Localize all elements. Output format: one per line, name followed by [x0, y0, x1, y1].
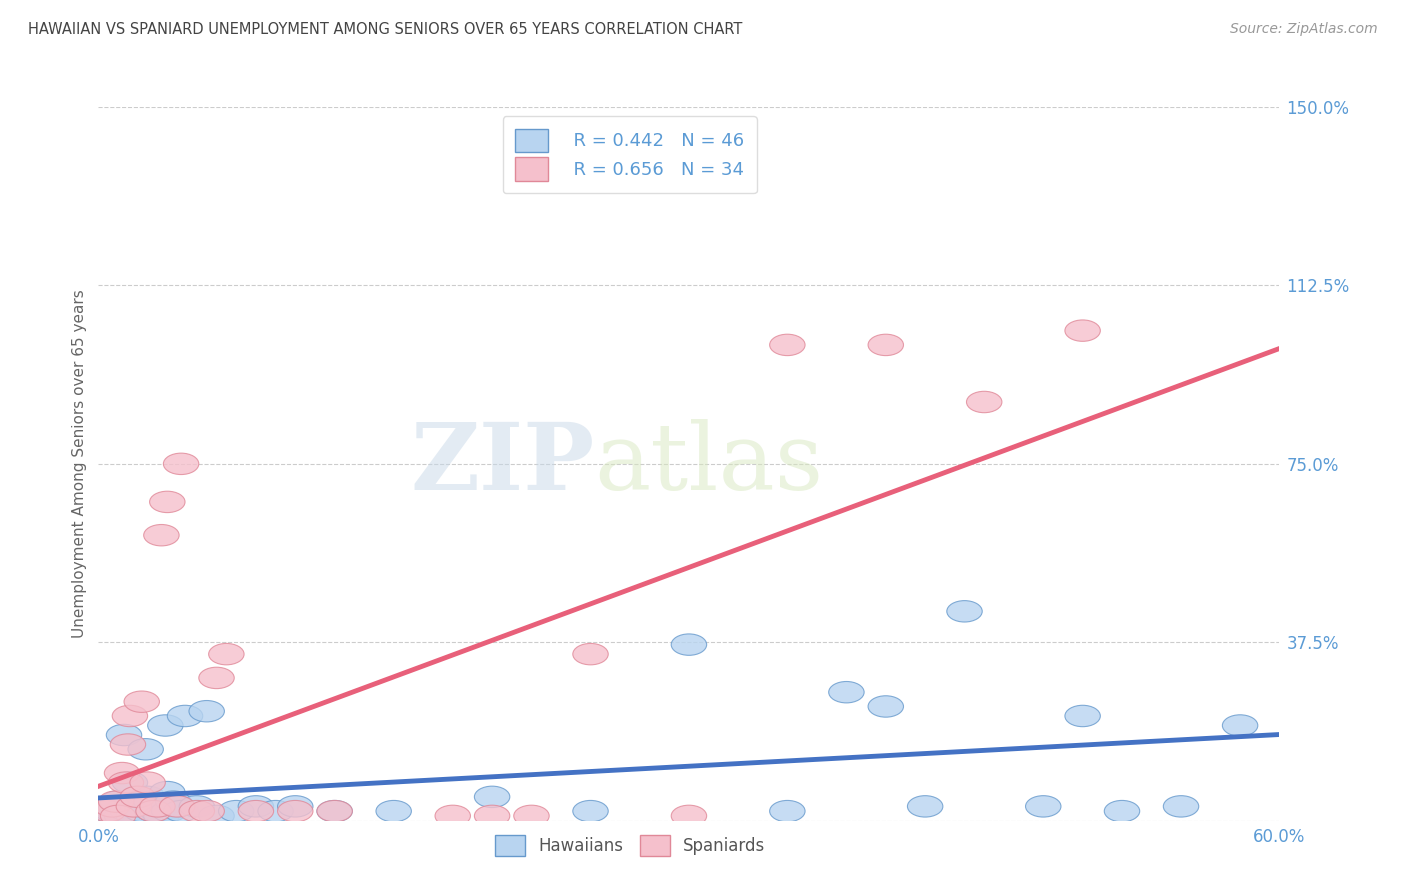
Text: ZIP: ZIP	[411, 419, 595, 508]
Ellipse shape	[828, 681, 865, 703]
Ellipse shape	[134, 791, 169, 813]
Ellipse shape	[868, 696, 904, 717]
Ellipse shape	[159, 796, 195, 817]
Ellipse shape	[94, 800, 129, 822]
Ellipse shape	[104, 763, 139, 784]
Ellipse shape	[112, 772, 148, 793]
Ellipse shape	[117, 805, 152, 827]
Ellipse shape	[104, 805, 139, 827]
Ellipse shape	[572, 800, 609, 822]
Ellipse shape	[163, 800, 198, 822]
Ellipse shape	[316, 800, 353, 822]
Ellipse shape	[94, 796, 129, 817]
Ellipse shape	[143, 805, 179, 827]
Ellipse shape	[1025, 796, 1062, 817]
Ellipse shape	[139, 800, 176, 822]
Ellipse shape	[179, 800, 215, 822]
Ellipse shape	[108, 772, 143, 793]
Ellipse shape	[1064, 320, 1101, 342]
Ellipse shape	[136, 800, 172, 822]
Ellipse shape	[139, 796, 176, 817]
Ellipse shape	[98, 796, 134, 817]
Ellipse shape	[120, 796, 156, 817]
Ellipse shape	[671, 805, 707, 827]
Ellipse shape	[316, 800, 353, 822]
Ellipse shape	[474, 786, 510, 807]
Ellipse shape	[198, 805, 235, 827]
Ellipse shape	[179, 796, 215, 817]
Ellipse shape	[107, 724, 142, 746]
Ellipse shape	[100, 791, 136, 813]
Ellipse shape	[907, 796, 943, 817]
Ellipse shape	[117, 796, 152, 817]
Ellipse shape	[188, 800, 225, 822]
Ellipse shape	[98, 791, 134, 813]
Ellipse shape	[257, 800, 294, 822]
Ellipse shape	[572, 643, 609, 665]
Ellipse shape	[208, 643, 245, 665]
Ellipse shape	[129, 786, 166, 807]
Ellipse shape	[868, 334, 904, 356]
Ellipse shape	[769, 800, 806, 822]
Ellipse shape	[946, 600, 983, 622]
Ellipse shape	[100, 805, 136, 827]
Ellipse shape	[1163, 796, 1199, 817]
Ellipse shape	[769, 334, 806, 356]
Ellipse shape	[966, 392, 1002, 413]
Ellipse shape	[238, 796, 274, 817]
Ellipse shape	[198, 667, 235, 689]
Ellipse shape	[188, 700, 225, 722]
Ellipse shape	[90, 800, 127, 822]
Ellipse shape	[159, 796, 195, 817]
Ellipse shape	[156, 791, 191, 813]
Ellipse shape	[148, 714, 183, 736]
Text: atlas: atlas	[595, 419, 824, 508]
Ellipse shape	[1222, 714, 1258, 736]
Ellipse shape	[110, 734, 146, 756]
Y-axis label: Unemployment Among Seniors over 65 years: Unemployment Among Seniors over 65 years	[72, 290, 87, 638]
Ellipse shape	[124, 691, 159, 713]
Ellipse shape	[167, 706, 202, 727]
Ellipse shape	[110, 800, 146, 822]
Ellipse shape	[218, 800, 254, 822]
Ellipse shape	[163, 453, 198, 475]
Ellipse shape	[277, 796, 314, 817]
Ellipse shape	[112, 706, 148, 727]
Ellipse shape	[1064, 706, 1101, 727]
Ellipse shape	[143, 524, 179, 546]
Ellipse shape	[149, 781, 186, 803]
Ellipse shape	[434, 805, 471, 827]
Ellipse shape	[671, 634, 707, 656]
Ellipse shape	[277, 800, 314, 822]
Ellipse shape	[513, 805, 550, 827]
Ellipse shape	[375, 800, 412, 822]
Ellipse shape	[129, 772, 166, 793]
Ellipse shape	[128, 739, 163, 760]
Ellipse shape	[1104, 800, 1140, 822]
Ellipse shape	[124, 800, 159, 822]
Legend: Hawaiians, Spaniards: Hawaiians, Spaniards	[488, 829, 772, 863]
Text: HAWAIIAN VS SPANIARD UNEMPLOYMENT AMONG SENIORS OVER 65 YEARS CORRELATION CHART: HAWAIIAN VS SPANIARD UNEMPLOYMENT AMONG …	[28, 22, 742, 37]
Ellipse shape	[90, 800, 127, 822]
Ellipse shape	[136, 800, 172, 822]
Ellipse shape	[149, 491, 186, 513]
Ellipse shape	[474, 805, 510, 827]
Ellipse shape	[120, 786, 156, 807]
Ellipse shape	[152, 800, 187, 822]
Ellipse shape	[238, 800, 274, 822]
Text: Source: ZipAtlas.com: Source: ZipAtlas.com	[1230, 22, 1378, 37]
